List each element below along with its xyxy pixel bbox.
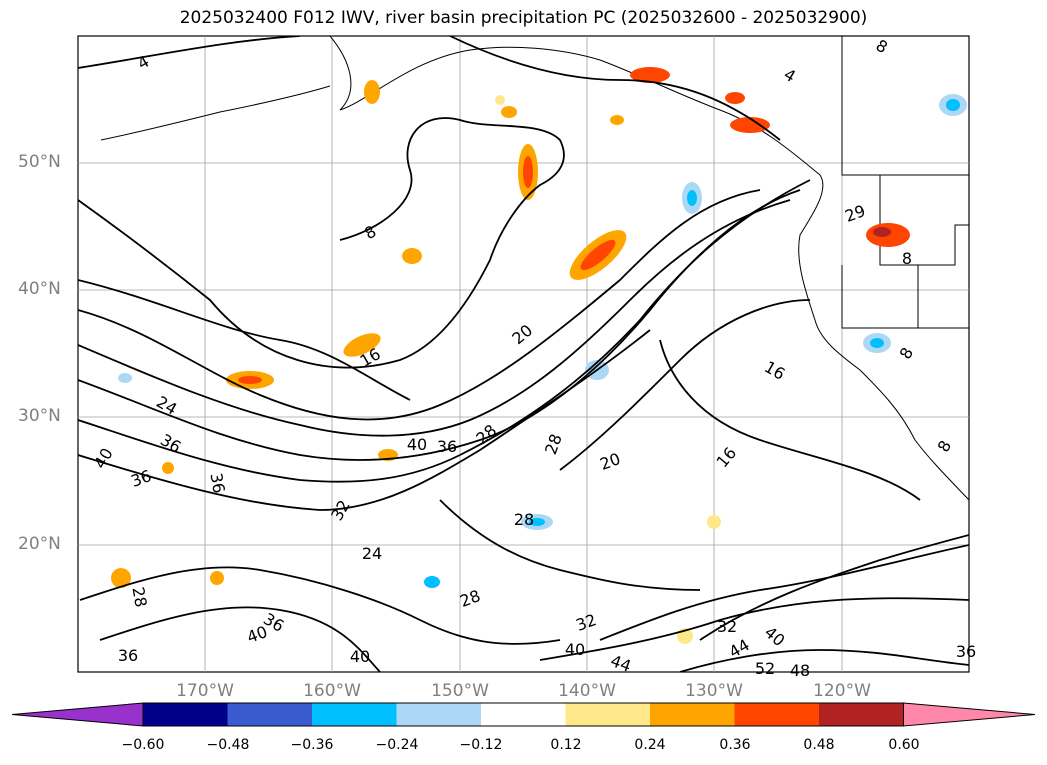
lat-label-30n: 30°N [18,406,61,426]
colorbar-segment [734,703,820,726]
contour-label: 28 [514,510,534,529]
colorbar-segment [650,703,735,726]
colorbar-tick-label: −0.48 [206,737,250,753]
colorbar-tick-label: 0.36 [719,737,751,753]
colorbar-tick-label: 0.24 [634,737,666,753]
iwv-contours [78,36,969,672]
lon-label-140w: 140°W [558,681,616,701]
map-title: 2025032400 F012 IWV, river basin precipi… [179,8,868,28]
lat-label-20n: 20°N [18,534,61,554]
colorbar-tick-label: −0.36 [290,737,334,753]
colorbar-segment [481,703,566,726]
colorbar-outline [142,702,904,727]
gridlines [78,36,969,672]
lon-label-120w: 120°W [813,681,871,701]
precip-shading [111,67,967,644]
lon-label-170w: 170°W [176,681,234,701]
contour-label: 40 [350,647,370,666]
colorbar-segment [396,703,482,726]
colorbar-segment [143,703,228,726]
contour-label: 52 [755,659,775,678]
contour-label: 24 [362,544,382,563]
lat-label-40n: 40°N [18,279,61,299]
lon-label-160w: 160°W [303,681,361,701]
colorbar-segment [227,703,313,726]
contour-label: 48 [790,661,810,680]
contour-label: 40 [407,435,427,454]
map-frame [77,35,970,673]
colorbar-tick-label: −0.24 [375,737,419,753]
colorbar [11,702,1036,727]
contour-label: 28 [128,585,150,608]
lat-label-50n: 50°N [18,152,61,172]
contour-label: 36 [118,646,138,665]
colorbar-segment [312,703,397,726]
colorbar-tick-label: −0.60 [121,737,165,753]
contour-label: 36 [956,642,976,661]
contour-label: 32 [717,617,737,636]
colorbar-tick-label: −0.12 [459,737,503,753]
colorbar-extend-low [11,702,144,727]
colorbar-segment [819,703,904,726]
colorbar-tick-label: 0.60 [888,737,920,753]
contour-label: 36 [437,437,457,456]
colorbar-extend-high [903,702,1036,727]
lon-label-150w: 150°W [431,681,489,701]
contour-label: 8 [902,249,912,268]
coastlines [100,36,969,501]
contour-label: 36 [206,471,228,494]
contour-label: 40 [565,640,585,659]
colorbar-tick-label: 0.12 [550,737,582,753]
colorbar-segment [565,703,651,726]
lon-label-130w: 130°W [685,681,743,701]
colorbar-tick-label: 0.48 [803,737,835,753]
